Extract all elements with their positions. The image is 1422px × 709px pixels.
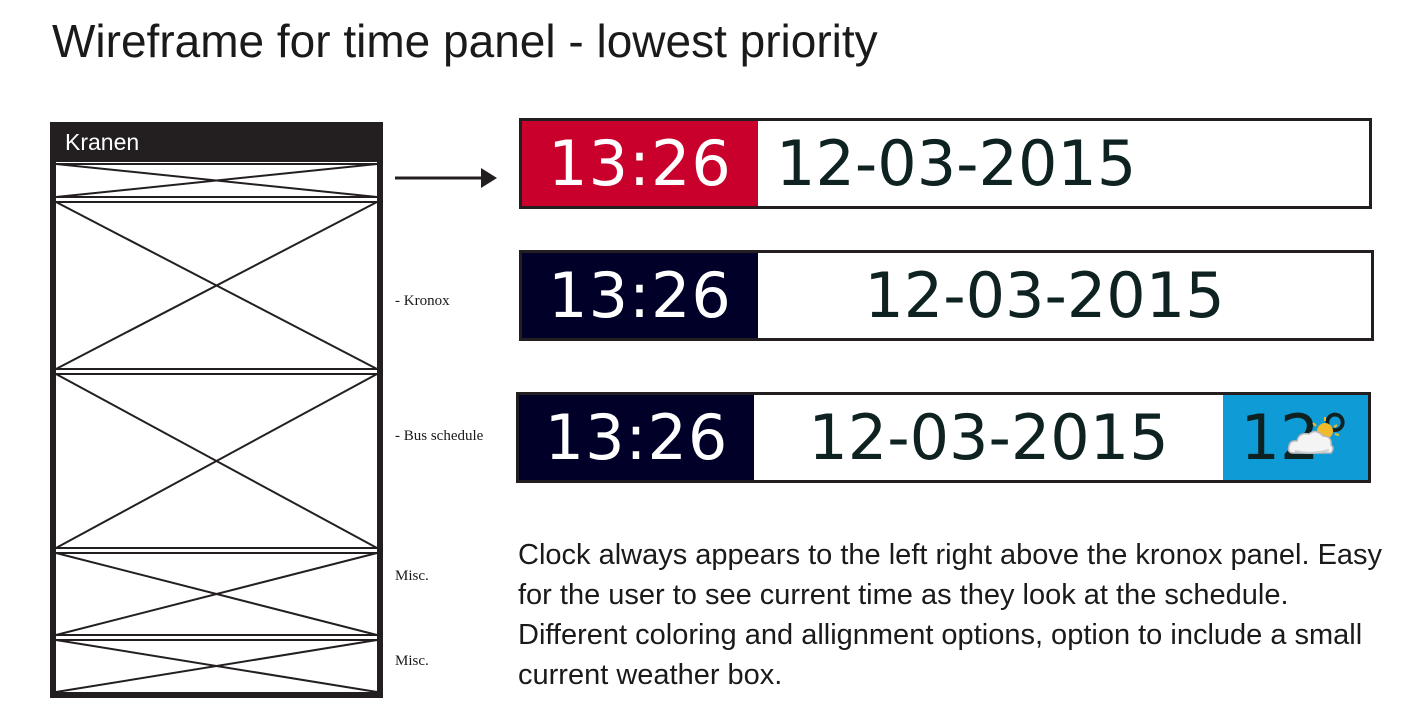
- wireframe-outline: [50, 122, 383, 698]
- label-bus-schedule: - Bus schedule: [395, 428, 484, 444]
- page-title: Wireframe for time panel - lowest priori…: [52, 15, 878, 67]
- arrow-right-icon: [395, 168, 497, 188]
- label-kronox: - Kronox: [395, 293, 450, 309]
- description-text: Clock always appears to the left right a…: [518, 539, 1383, 691]
- date-display: 12-03-2015: [776, 127, 1137, 200]
- clock-panel-2: 13:26 12-03-2015: [519, 250, 1374, 341]
- label-misc-2: Misc.: [395, 653, 429, 669]
- screen-wireframe: Kranen: [50, 122, 383, 698]
- time-display: 13:26: [519, 395, 754, 480]
- label-misc-1: Misc.: [395, 568, 429, 584]
- clock-panel-3: 13:26 12-03-2015 12°: [516, 392, 1371, 483]
- date-display: 12-03-2015: [808, 401, 1169, 474]
- clock-panel-1: 13:26 12-03-2015: [519, 118, 1372, 209]
- temperature: 12°: [1240, 401, 1351, 474]
- time-display: 13:26: [522, 253, 758, 338]
- partly-cloudy-icon: [1287, 417, 1340, 454]
- wireframe-header: Kranen: [50, 122, 383, 162]
- weather-box: 12°: [1223, 395, 1368, 480]
- time-display: 13:26: [522, 121, 758, 206]
- date-display: 12-03-2015: [864, 259, 1225, 332]
